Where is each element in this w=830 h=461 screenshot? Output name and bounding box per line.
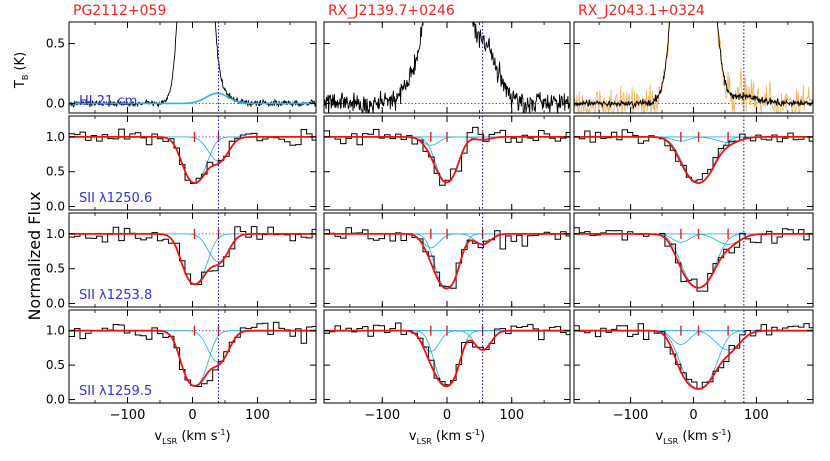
- hi-model-line: [69, 92, 316, 105]
- total-model-line: [324, 329, 570, 388]
- x-axis-label: vLSR (km s-1): [409, 428, 485, 446]
- component-model-line: [324, 136, 570, 183]
- panel-1-3: [323, 309, 571, 404]
- panel-1-1: [323, 115, 571, 211]
- panel-label: HI 21 cm: [79, 94, 137, 109]
- panel-0-1: 0.0 0.5 1.0 SII λ1250.6: [46, 115, 317, 214]
- hi-spectrum-overlay: [574, 22, 813, 113]
- total-model-line: [574, 329, 813, 390]
- x-tick-label: 0: [689, 408, 697, 423]
- y-tick-label: 1.0: [46, 227, 65, 241]
- panel-frame: [573, 212, 814, 308]
- component-model-line: [574, 330, 813, 351]
- flux-spectrum: [574, 227, 813, 292]
- total-model-line: [69, 233, 316, 286]
- x-tick-label: −100: [110, 408, 146, 423]
- panel-label: SII λ1253.8: [79, 288, 152, 303]
- panel-1-0: [323, 21, 571, 114]
- hi-spectrum: [574, 22, 813, 109]
- y-axis-label-tb: TB (K): [13, 52, 30, 89]
- component-model-line: [69, 136, 316, 184]
- panel-0-3: 0.0 0.5 1.0 SII λ1259.5: [46, 309, 317, 407]
- x-tick-label: 100: [744, 408, 769, 423]
- total-model-line: [69, 329, 316, 387]
- y-axis-label-normalized-flux: Normalized Flux: [25, 191, 44, 320]
- flux-spectrum: [574, 323, 813, 390]
- component-model-line: [324, 330, 570, 387]
- x-axis-label: vLSR (km s-1): [154, 428, 230, 446]
- panel-label: SII λ1259.5: [79, 384, 152, 399]
- component-model-line: [574, 330, 813, 389]
- total-model-line: [574, 233, 813, 289]
- panel-0-0: 0.0 0.5 HI 21 cm: [46, 21, 317, 114]
- panel-frame: [323, 115, 571, 211]
- y-tick-label: 0.5: [46, 262, 65, 276]
- component-model-line: [69, 233, 316, 285]
- y-tick-label: 0.0: [46, 297, 65, 311]
- total-model-line: [574, 136, 813, 185]
- component-model-line: [69, 330, 316, 387]
- panel-0-2: 0.0 0.5 1.0 SII λ1253.8: [46, 212, 317, 311]
- flux-spectrum: [324, 227, 570, 289]
- panel-2-3: [573, 309, 814, 404]
- sightline-title: PG2112+059: [73, 3, 166, 19]
- x-tick-label: −100: [613, 408, 649, 423]
- y-tick-label: 0.0: [46, 200, 65, 214]
- flux-spectrum: [69, 226, 316, 286]
- y-tick-label: 0.0: [46, 96, 65, 110]
- sightline-title: RX_J2139.7+0246: [328, 3, 455, 19]
- sightline-title: RX_J2043.1+0324: [578, 3, 705, 19]
- y-tick-label: 0.0: [46, 393, 65, 407]
- panel-2-2: [573, 212, 814, 308]
- x-tick-label: 100: [245, 408, 270, 423]
- x-tick-label: 0: [188, 408, 196, 423]
- flux-spectrum: [324, 322, 570, 386]
- panel-frame: [573, 115, 814, 211]
- y-tick-label: 1.0: [46, 130, 65, 144]
- total-model-line: [69, 136, 316, 185]
- component-model-line: [69, 330, 316, 363]
- component-model-line: [69, 136, 316, 162]
- component-model-line: [69, 233, 316, 263]
- panel-frame: [323, 212, 571, 308]
- y-tick-label: 1.0: [46, 324, 65, 338]
- panel-2-0: [573, 21, 814, 114]
- x-tick-label: −100: [364, 408, 400, 423]
- panel-frame: [573, 309, 814, 404]
- component-model-line: [574, 136, 813, 184]
- x-tick-label: 0: [443, 408, 451, 423]
- x-tick-label: 100: [499, 408, 524, 423]
- hi-spectrum: [324, 22, 570, 113]
- y-tick-label: 0.5: [46, 165, 65, 179]
- panel-frame: [323, 309, 571, 404]
- panel-2-1: [573, 115, 814, 211]
- component-model-line: [324, 233, 570, 289]
- y-tick-label: 0.5: [46, 358, 65, 372]
- y-tick-label: 0.5: [46, 37, 65, 51]
- panel-label: SII λ1250.6: [79, 191, 152, 206]
- total-model-line: [324, 136, 570, 184]
- panel-1-2: [323, 212, 571, 308]
- panel-frame: [323, 21, 571, 114]
- x-axis-label: vLSR (km s-1): [655, 428, 731, 446]
- total-model-line: [324, 233, 570, 290]
- flux-spectrum: [324, 126, 570, 186]
